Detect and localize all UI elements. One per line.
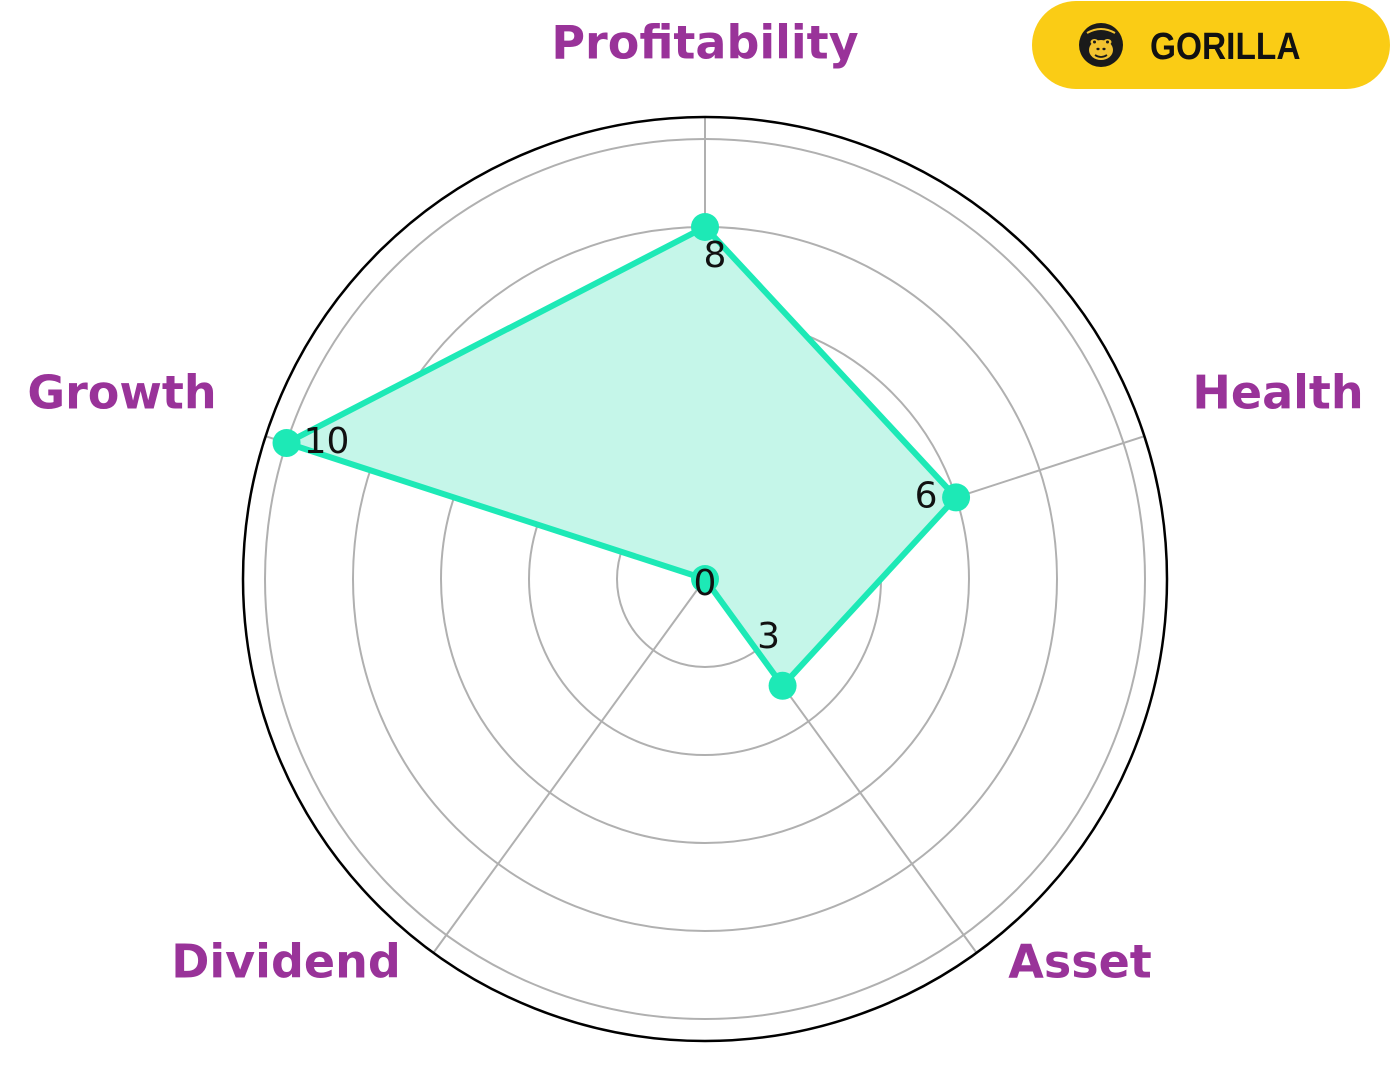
gorilla-logo-icon — [1079, 23, 1123, 67]
data-point-profitability — [691, 213, 719, 241]
value-label-profitability: 8 — [704, 235, 727, 276]
category-label-profitability: Profitability — [551, 16, 858, 70]
radar-data-layer — [272, 213, 971, 700]
value-label-asset: 3 — [757, 616, 780, 657]
gorilla-badge[interactable]: GORILLA — [1032, 1, 1390, 89]
value-label-health: 6 — [915, 475, 938, 516]
category-label-growth: Growth — [27, 366, 216, 420]
badge-brand-text: GORILLA — [1150, 26, 1301, 68]
category-label-health: Health — [1192, 366, 1363, 420]
data-point-growth — [272, 429, 301, 458]
series-line — [283, 224, 960, 689]
value-label-growth: 10 — [304, 421, 350, 462]
outer-ring — [241, 115, 1169, 1043]
data-point-asset — [768, 671, 797, 700]
category-label-dividend: Dividend — [171, 935, 401, 989]
data-point-health — [942, 483, 971, 512]
radar-labels: 8 6 30 10 Profitability Health Asset Dividend Gr… — [27, 16, 1363, 989]
series-area — [286, 227, 957, 686]
category-label-asset: Asset — [1008, 935, 1152, 989]
grid-spoke-dividend — [432, 578, 706, 954]
data-point-dividend — [691, 565, 719, 593]
value-label-dividend: 0 — [694, 563, 717, 604]
